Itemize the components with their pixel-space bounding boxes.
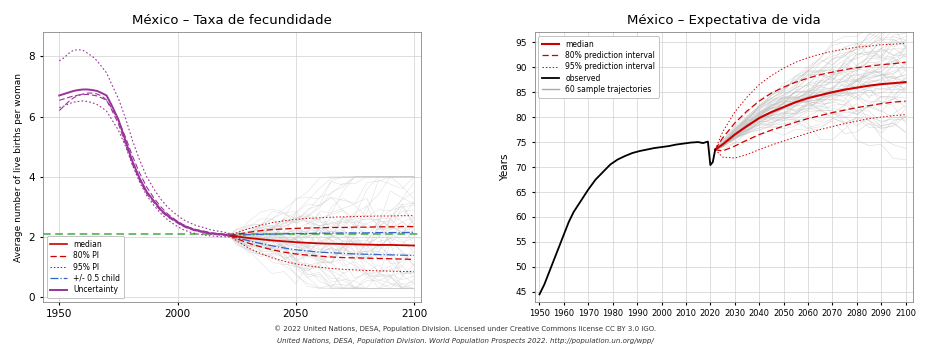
Legend: median, 80% prediction interval, 95% prediction interval, observed, 60 sample tr: median, 80% prediction interval, 95% pre… <box>538 36 659 98</box>
Text: United Nations, DESA, Population Division. World Population Prospects 2022. http: United Nations, DESA, Population Divisio… <box>277 338 654 344</box>
Y-axis label: Average number of live births per woman: Average number of live births per woman <box>14 73 23 261</box>
Title: México – Taxa de fecundidade: México – Taxa de fecundidade <box>132 14 331 27</box>
Text: © 2022 United Nations, DESA, Population Division. Licensed under Creative Common: © 2022 United Nations, DESA, Population … <box>275 325 656 332</box>
Title: México – Expectativa de vida: México – Expectativa de vida <box>627 14 820 27</box>
Y-axis label: Years: Years <box>500 153 510 181</box>
Legend: median, 80% PI, 95% PI, +/- 0.5 child, Uncertainty: median, 80% PI, 95% PI, +/- 0.5 child, U… <box>47 236 124 298</box>
